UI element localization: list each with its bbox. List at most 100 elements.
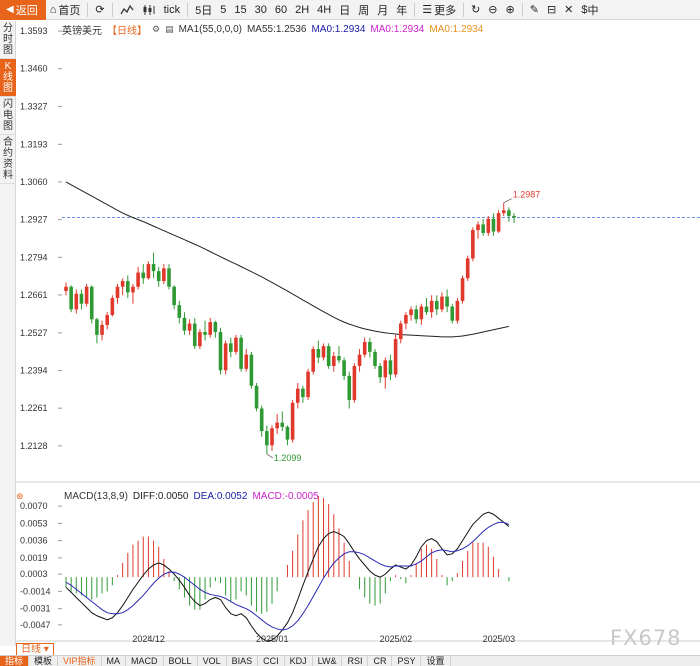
ind-cci[interactable]: CCI [258,655,285,666]
candle-body [79,293,84,304]
more-label: 更多 [434,4,457,17]
zoom-out-button[interactable]: ⊖ [484,0,501,20]
candle-body [84,286,89,304]
settings-gear-icon[interactable]: ⚙ [152,24,161,34]
y-tick-label: 1.2128 [20,441,48,451]
refresh-button[interactable]: ⟳ [91,0,108,20]
tab-kline[interactable]: K线图 [0,59,16,97]
period-year[interactable]: 年 [392,0,411,20]
y-tick-label: 1.2527 [20,328,48,338]
ind-vol[interactable]: VOL [198,655,227,666]
ind-boll[interactable]: BOLL [164,655,198,666]
ind-ma[interactable]: MA [102,655,127,666]
period-5m[interactable]: 5 [216,0,230,20]
candle-body [295,388,300,403]
tools-icon: ✕ [564,4,574,16]
macd-y-tick-label: -0.0014 [20,586,51,596]
candle-body [290,402,295,440]
y-tick-label: 1.3327 [20,101,48,111]
candle-body [337,356,341,361]
x-tick-label: 2025/01 [256,634,289,643]
chart-canvas[interactable]: 1.3593 1.3460 1.3327 1.3193 1.3060 1.2927 1.27… [16,20,700,643]
divider [463,2,465,17]
home-button[interactable]: ⌂ 首页 [46,0,85,20]
candle-body [404,315,408,324]
settings-button[interactable]: ✕ [560,0,577,20]
divider [187,2,189,17]
period-day[interactable]: 日 [335,0,354,20]
candle-body [465,258,470,279]
chart-legend: 英镑美元 【日线】 ⚙ ▤ MA1(55,0,0,0) MA55:1.2536 … [62,22,483,37]
period-month[interactable]: 月 [373,0,392,20]
high-annotation-pointer [503,198,512,203]
candle-body [321,346,326,358]
candle-body [342,360,346,376]
candle-body [167,268,171,287]
candle-body [105,315,109,325]
period-30m[interactable]: 30 [251,0,271,20]
zoom-in-button[interactable]: ⊕ [502,0,519,20]
macd-dea-line [65,521,510,631]
candle-body [285,426,290,440]
refresh-icon: ⟳ [95,4,105,16]
ind-psy[interactable]: PSY [392,655,422,666]
ind-kdj[interactable]: KDJ [285,655,313,666]
candle-body [182,317,187,331]
candle-body [208,322,212,335]
period-5d[interactable]: 5日 [191,0,216,20]
macd-settings-icon[interactable]: ⊛ [16,491,24,501]
back-label: 返回 [15,4,38,17]
candle-body [455,300,460,321]
candle-body [146,264,151,279]
draw-button[interactable]: ✎ [526,0,543,20]
ind-vip[interactable]: VIP指标 [58,655,102,666]
candle-body [172,286,176,306]
macd-y-tick-label: 0.0036 [20,536,48,546]
chevron-down-icon: ▾ [41,644,49,655]
candle-body [481,224,485,233]
ind-macd[interactable]: MACD [126,655,164,666]
clear-drawing-button[interactable]: ⊟ [543,0,560,20]
ind-rsi[interactable]: RSI [342,655,369,666]
ind-settings[interactable]: 设置 [421,655,451,666]
candle-chart-icon [143,4,155,15]
ind-indicators[interactable]: 指标 [0,655,30,666]
period-4h[interactable]: 4H [313,0,335,20]
candle-body [429,300,434,313]
period-week[interactable]: 周 [354,0,373,20]
candle-body [311,349,315,372]
tab-contract-info[interactable]: 合约资料 [0,135,16,184]
ind-lw[interactable]: LW& [313,655,343,666]
period-label: 60 [274,3,288,16]
candle-body [378,365,382,378]
legend-ma0-blue: MA0:1.2934 [311,24,366,35]
candle-body [332,356,336,366]
indicator-settings-icon[interactable]: ▤ [165,24,174,34]
legend-ma0-magenta: MA0:1.2934 [370,24,425,35]
candle-body [373,351,377,366]
back-button[interactable]: ◀ 返回 [0,0,46,20]
ind-cr[interactable]: CR [368,655,393,666]
candle-body [450,306,455,321]
x-tick-label: 2025/02 [380,634,413,643]
candle-body [64,286,68,291]
period-15m[interactable]: 15 [230,0,250,20]
period-60m[interactable]: 60 [271,0,291,20]
more-button[interactable]: ☰ 更多 [418,0,460,20]
macd-legend: MACD(13,8,9) DIFF:0.0050 DEA:0.0052 MACD… [64,491,319,502]
home-icon: ⌂ [49,3,57,16]
line-chart-button[interactable] [116,0,138,20]
candle-body [393,339,398,375]
candle-chart-button[interactable] [138,0,160,20]
tick-button[interactable]: tick [160,0,185,20]
ind-template[interactable]: 模板 [29,655,59,666]
currency-button[interactable]: $ 中 [577,0,602,20]
y-tick-label: 1.3593 [20,26,48,36]
period-2h[interactable]: 2H [291,0,313,20]
tab-timeshare[interactable]: 分时图 [0,21,16,59]
candle-body [460,278,465,301]
refresh-data-button[interactable]: ↻ [467,0,484,20]
symbol-name: 英镑美元 [62,26,102,37]
tab-flash[interactable]: 闪电图 [0,97,16,135]
ind-bias[interactable]: BIAS [227,655,259,666]
